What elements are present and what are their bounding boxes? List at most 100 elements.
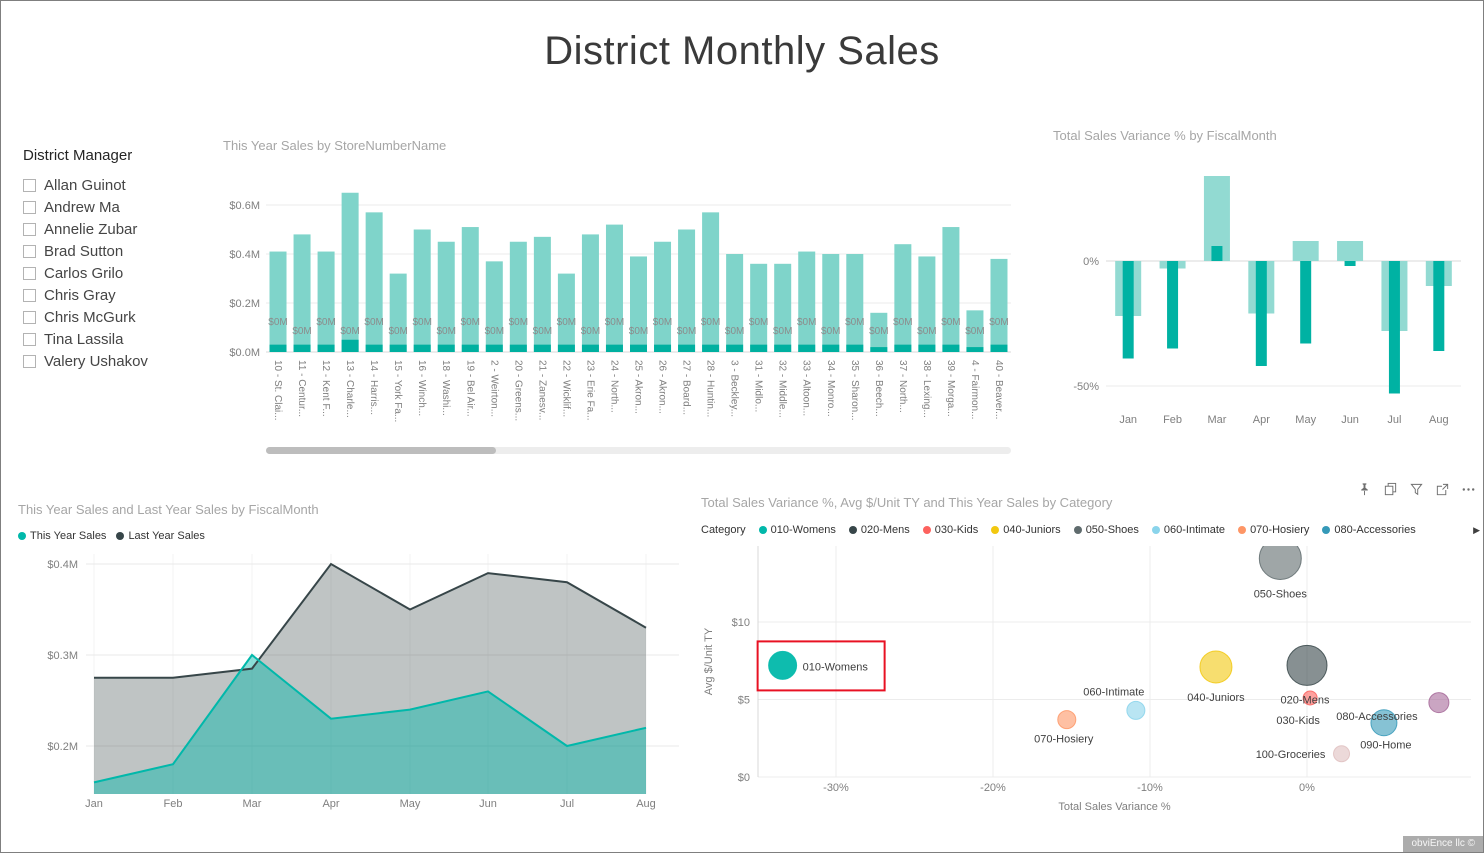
store-bar[interactable] — [581, 234, 599, 352]
store-bar[interactable] — [461, 227, 479, 352]
area-line-this-year[interactable] — [93, 653, 647, 784]
store-bar-overlay[interactable] — [437, 344, 455, 352]
variance-bar-narrow[interactable] — [1344, 261, 1356, 266]
store-bar[interactable] — [966, 310, 984, 352]
bubble-050-Shoes[interactable] — [1258, 537, 1302, 580]
bubble-070-Hosiery[interactable] — [1057, 710, 1077, 730]
bubble-030-Kids[interactable] — [1302, 690, 1318, 706]
legend-item-last-year-sales[interactable]: Last Year Sales — [116, 530, 205, 542]
checkbox-icon[interactable] — [23, 266, 36, 280]
store-bar-overlay[interactable] — [990, 344, 1008, 352]
bubble-020-Mens[interactable] — [1286, 644, 1328, 686]
store-bar-overlay[interactable] — [846, 344, 864, 352]
slicer-option-chris-mcgurk[interactable]: Chris McGurk — [23, 306, 148, 328]
store-bar[interactable] — [750, 263, 768, 352]
store-bar-overlay[interactable] — [365, 344, 383, 352]
store-bar-overlay[interactable] — [389, 344, 407, 352]
legend-overflow-arrow-icon[interactable]: ▶ — [1473, 525, 1480, 535]
store-bar[interactable] — [269, 251, 287, 352]
area-fill-this-year[interactable] — [94, 655, 646, 794]
area-line-last-year[interactable] — [94, 562, 647, 679]
slicer-option-tina-lassila[interactable]: Tina Lassila — [23, 328, 148, 350]
store-bar-overlay[interactable] — [966, 347, 984, 352]
store-bar-overlay[interactable] — [293, 344, 311, 352]
slicer-option-carlos-grilo[interactable]: Carlos Grilo — [23, 262, 148, 284]
variance-bar-chart[interactable]: 0% -50% Jan Feb Mar Apr May Jun Jul Aug — [1051, 124, 1475, 440]
variance-bar-narrow[interactable] — [1167, 261, 1179, 349]
store-bar[interactable] — [413, 229, 431, 353]
store-bar[interactable] — [317, 251, 335, 352]
slicer-option-andrew-ma[interactable]: Andrew Ma — [23, 196, 148, 218]
more-options-icon[interactable] — [1461, 482, 1476, 497]
checkbox-icon[interactable] — [23, 222, 36, 236]
store-bar[interactable] — [437, 241, 455, 352]
slicer-option-allan-guinot[interactable]: Allan Guinot — [23, 174, 148, 196]
copy-icon[interactable] — [1383, 482, 1398, 497]
store-bar[interactable] — [774, 263, 792, 352]
store-bar-overlay[interactable] — [798, 344, 816, 352]
variance-bar-narrow[interactable] — [1433, 261, 1445, 351]
store-bar[interactable] — [990, 258, 1008, 352]
store-bar[interactable] — [605, 224, 623, 352]
store-bar-overlay[interactable] — [581, 344, 599, 352]
bubble-010-Womens[interactable] — [768, 650, 798, 680]
slicer-option-brad-sutton[interactable]: Brad Sutton — [23, 240, 148, 262]
filter-icon[interactable] — [1409, 482, 1424, 497]
store-bar-overlay[interactable] — [918, 344, 936, 352]
store-bar[interactable] — [918, 256, 936, 352]
legend-item-040-Juniors[interactable]: 040-Juniors — [991, 524, 1061, 536]
legend-item-030-Kids[interactable]: 030-Kids — [922, 524, 978, 536]
store-sales-bar-chart[interactable]: $0.0M $0.2M $0.4M $0.6M $0M 10 - St. Clai... $… — [221, 134, 1013, 460]
store-bar-overlay[interactable] — [654, 344, 672, 352]
bubble-100-Groceries[interactable] — [1333, 745, 1351, 763]
variance-bar-narrow[interactable] — [1388, 261, 1400, 394]
bubble-060-Intimate[interactable] — [1126, 700, 1146, 720]
store-bar[interactable] — [942, 227, 960, 352]
checkbox-icon[interactable] — [23, 310, 36, 324]
checkbox-icon[interactable] — [23, 354, 36, 368]
store-bar[interactable] — [726, 254, 744, 352]
area-fill-last-year[interactable] — [94, 564, 646, 794]
store-bar-overlay[interactable] — [822, 344, 840, 352]
bubble-090-Home[interactable] — [1428, 692, 1450, 714]
focus-mode-icon[interactable] — [1435, 482, 1450, 497]
variance-bar-wide[interactable] — [1337, 241, 1364, 261]
store-bar[interactable] — [293, 234, 311, 352]
variance-bar-narrow[interactable] — [1122, 261, 1134, 359]
legend-item-010-Womens[interactable]: 010-Womens — [758, 524, 836, 536]
store-bar-overlay[interactable] — [942, 344, 960, 352]
legend-item-080-Accessories[interactable]: 080-Accessories — [1322, 524, 1416, 536]
store-bar-overlay[interactable] — [870, 347, 888, 352]
store-bar-overlay[interactable] — [894, 344, 912, 352]
legend-item-050-Shoes[interactable]: 050-Shoes — [1073, 524, 1139, 536]
legend-item-this-year-sales[interactable]: This Year Sales — [18, 530, 106, 542]
checkbox-icon[interactable] — [23, 244, 36, 258]
store-bar[interactable] — [630, 256, 647, 352]
variance-bar-narrow[interactable] — [1211, 246, 1223, 261]
store-bar-overlay[interactable] — [533, 344, 551, 352]
store-bar[interactable] — [870, 312, 888, 352]
store-bar-overlay[interactable] — [485, 344, 503, 352]
store-bar-overlay[interactable] — [341, 339, 359, 352]
checkbox-icon[interactable] — [23, 200, 36, 214]
store-bar[interactable] — [533, 236, 551, 352]
store-bar-overlay[interactable] — [774, 344, 792, 352]
store-bar[interactable] — [654, 241, 672, 352]
store-bar-overlay[interactable] — [630, 344, 647, 352]
category-scatter-chart[interactable]: -30% -20% -10% 0% $0 $5 $10 010-Womens 020-Mens 0… — [696, 479, 1484, 853]
store-bar[interactable] — [678, 229, 696, 353]
store-bar-overlay[interactable] — [461, 344, 479, 352]
store-bar[interactable] — [509, 241, 527, 352]
store-bar[interactable] — [894, 244, 912, 352]
store-bar-overlay[interactable] — [509, 344, 527, 352]
legend-item-070-Hosiery[interactable]: 070-Hosiery — [1238, 524, 1309, 536]
slicer-option-valery-ushakov[interactable]: Valery Ushakov — [23, 350, 148, 372]
variance-bar-wide[interactable] — [1292, 241, 1319, 261]
store-bar-overlay[interactable] — [269, 344, 287, 352]
scrollbar-thumb[interactable] — [266, 447, 496, 454]
store-bar-overlay[interactable] — [702, 344, 720, 352]
store-bar[interactable] — [365, 212, 383, 352]
checkbox-icon[interactable] — [23, 288, 36, 302]
store-bar[interactable] — [702, 212, 720, 352]
store-bar[interactable] — [485, 261, 503, 352]
